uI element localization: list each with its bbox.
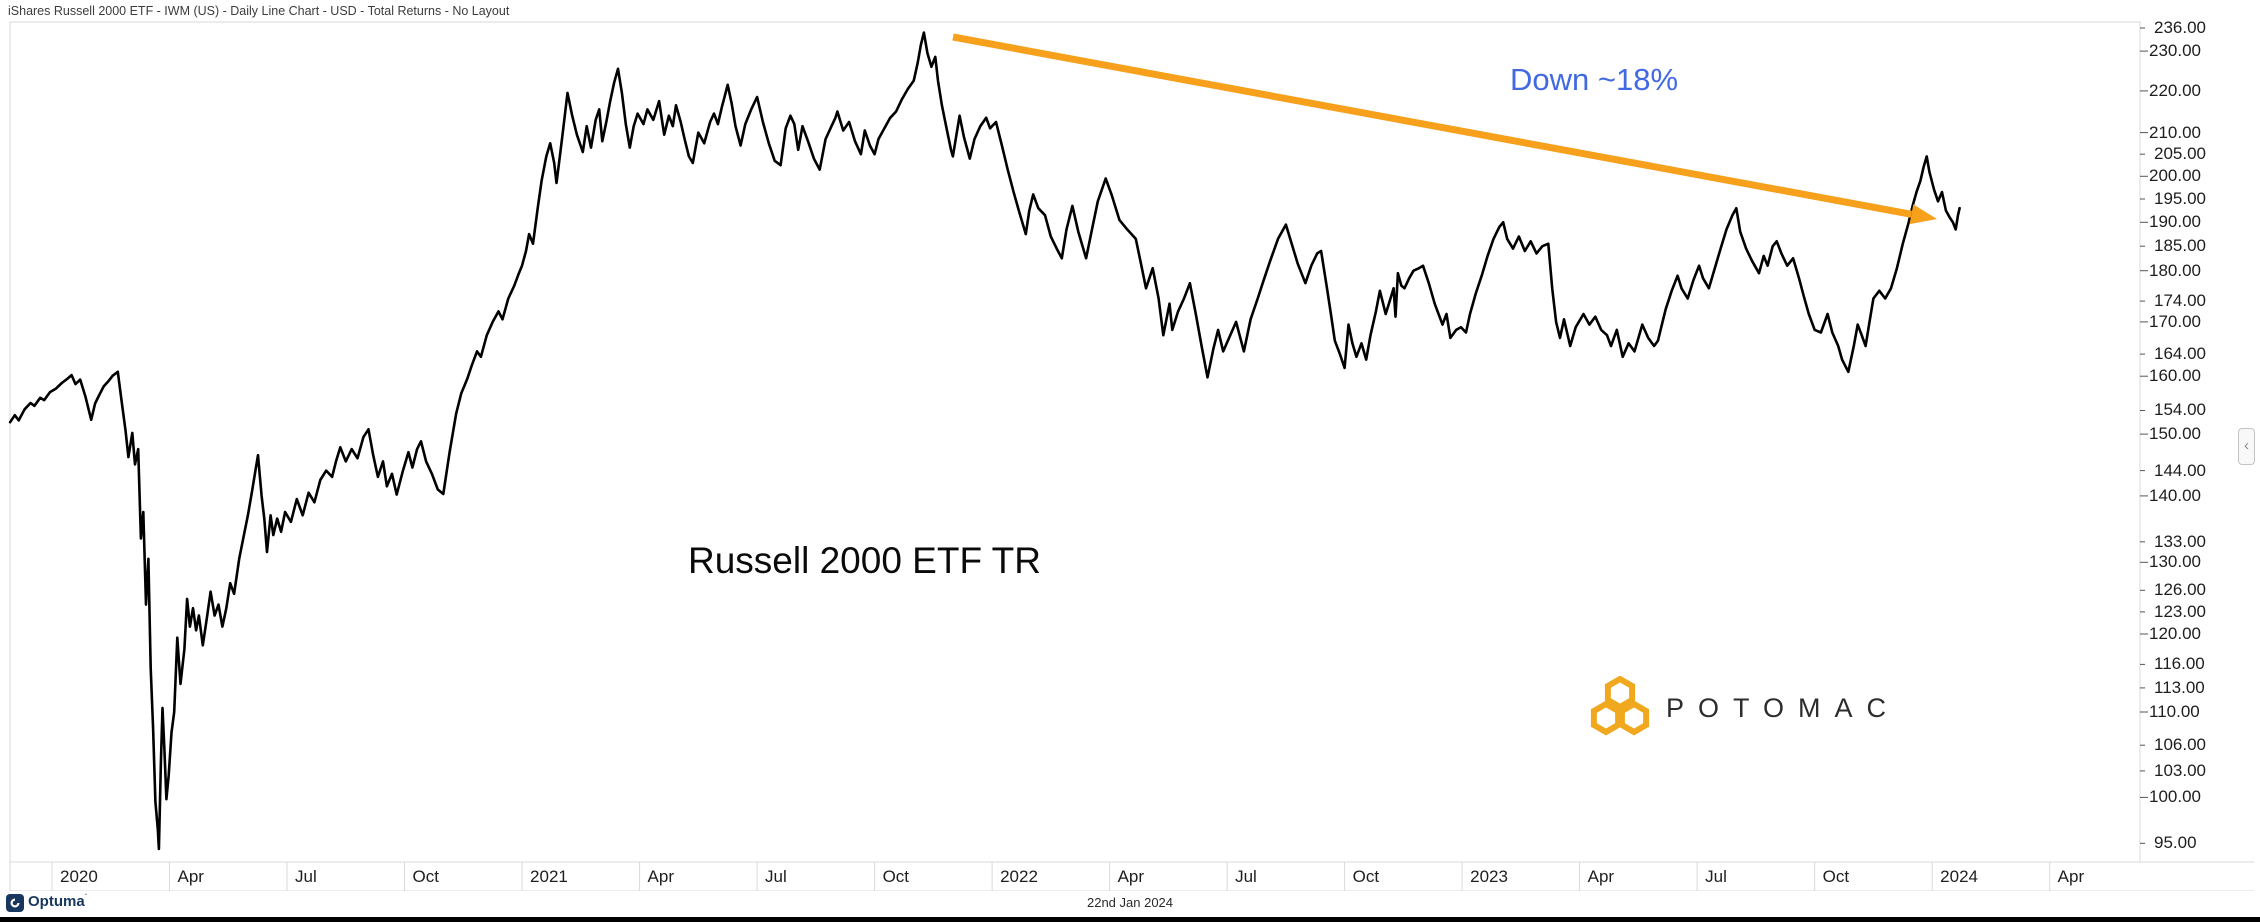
- price-axis-label: 170.00: [2149, 311, 2201, 331]
- date-axis-label: 2022: [1000, 867, 1038, 886]
- chart-name-annotation[interactable]: Russell 2000 ETF TR: [688, 540, 1041, 581]
- price-axis-label: 100.00: [2149, 787, 2201, 807]
- status-bar-date: 22nd Jan 2024: [1086, 895, 1174, 910]
- price-axis-label: 123.00: [2154, 601, 2206, 621]
- date-axis-label: 2021: [530, 867, 568, 886]
- date-axis-label: Oct: [882, 867, 910, 886]
- date-axis-label: Jul: [1235, 867, 1257, 886]
- date-axis-label: Jul: [765, 867, 787, 886]
- price-axis-label: 110.00: [2149, 701, 2200, 721]
- price-axis-label: 230.00: [2149, 41, 2201, 61]
- date-axis-label: 2020: [60, 867, 98, 886]
- potomac-watermark: POTOMAC: [1588, 675, 1918, 740]
- date-axis-label: 2024: [1940, 867, 1978, 886]
- date-axis-label: Jul: [295, 867, 317, 886]
- chevron-left-icon: ‹: [2244, 437, 2249, 454]
- status-bar: Optuma´ 22nd Jan 2024: [0, 891, 2260, 917]
- drawdown-annotation-label[interactable]: Down ~18%: [1510, 62, 1679, 97]
- price-axis-label: 113.00: [2154, 677, 2205, 697]
- price-axis-label: 106.00: [2154, 735, 2206, 755]
- date-axis-label: Apr: [1117, 867, 1145, 886]
- potomac-hexagons-icon: [1590, 675, 1650, 736]
- drawdown-arrow-head-icon: [1909, 204, 1937, 225]
- price-axis-label: 154.00: [2154, 400, 2206, 420]
- plot-border: [9, 21, 2141, 863]
- date-axis-label: 2023: [1470, 867, 1508, 886]
- price-axis-label: 116.00: [2154, 654, 2205, 674]
- date-axis-label: Oct: [1822, 867, 1850, 886]
- price-axis-label: 130.00: [2149, 552, 2201, 572]
- optuma-brand-text: Optuma´: [28, 893, 88, 910]
- price-axis-label: 160.00: [2149, 366, 2201, 386]
- chart-title-text: iShares Russell 2000 ETF - IWM (US) - Da…: [8, 4, 510, 18]
- price-axis-label: 236.00: [2154, 18, 2206, 37]
- price-axis-label: 205.00: [2154, 144, 2206, 164]
- price-axis-label: 120.00: [2149, 624, 2201, 643]
- price-axis-label: 133.00: [2154, 531, 2206, 551]
- axis-collapse-button[interactable]: ‹: [2238, 428, 2255, 465]
- chart-title-bar: iShares Russell 2000 ETF - IWM (US) - Da…: [0, 0, 2260, 22]
- price-axis-label: 174.00: [2154, 291, 2206, 311]
- price-axis-label: 200.00: [2149, 166, 2201, 186]
- date-axis-label: Apr: [647, 867, 675, 886]
- price-axis-label: 103.00: [2154, 760, 2206, 780]
- price-axis-label: 180.00: [2149, 260, 2201, 280]
- price-axis-label: 126.00: [2154, 580, 2206, 600]
- price-axis-label: 164.00: [2154, 344, 2206, 364]
- price-line-series: [8, 31, 1961, 851]
- window-bottom-edge: [0, 917, 2260, 922]
- price-axis-label: 220.00: [2149, 80, 2201, 100]
- optuma-logo-icon: [6, 894, 24, 912]
- price-axis-label: 144.00: [2154, 460, 2206, 480]
- drawdown-arrow-line[interactable]: [952, 33, 1913, 218]
- date-axis-label: Apr: [1587, 867, 1615, 886]
- price-axis-label: 195.00: [2154, 188, 2206, 208]
- date-axis-label: Oct: [412, 867, 439, 886]
- date-axis-label: Apr: [2057, 867, 2085, 886]
- date-axis-label: Oct: [1352, 867, 1380, 886]
- price-axis-label: 95.00: [2154, 833, 2197, 853]
- price-axis-label: 190.00: [2149, 212, 2201, 232]
- potomac-wordmark: POTOMAC: [1666, 693, 1901, 723]
- date-axis-label: Jul: [1705, 867, 1727, 886]
- price-axis-label: 210.00: [2149, 122, 2201, 142]
- price-axis-label: 185.00: [2154, 236, 2206, 256]
- price-axis-label: 150.00: [2149, 424, 2201, 444]
- date-axis-label: Apr: [177, 867, 204, 886]
- price-axis-label: 140.00: [2149, 485, 2201, 505]
